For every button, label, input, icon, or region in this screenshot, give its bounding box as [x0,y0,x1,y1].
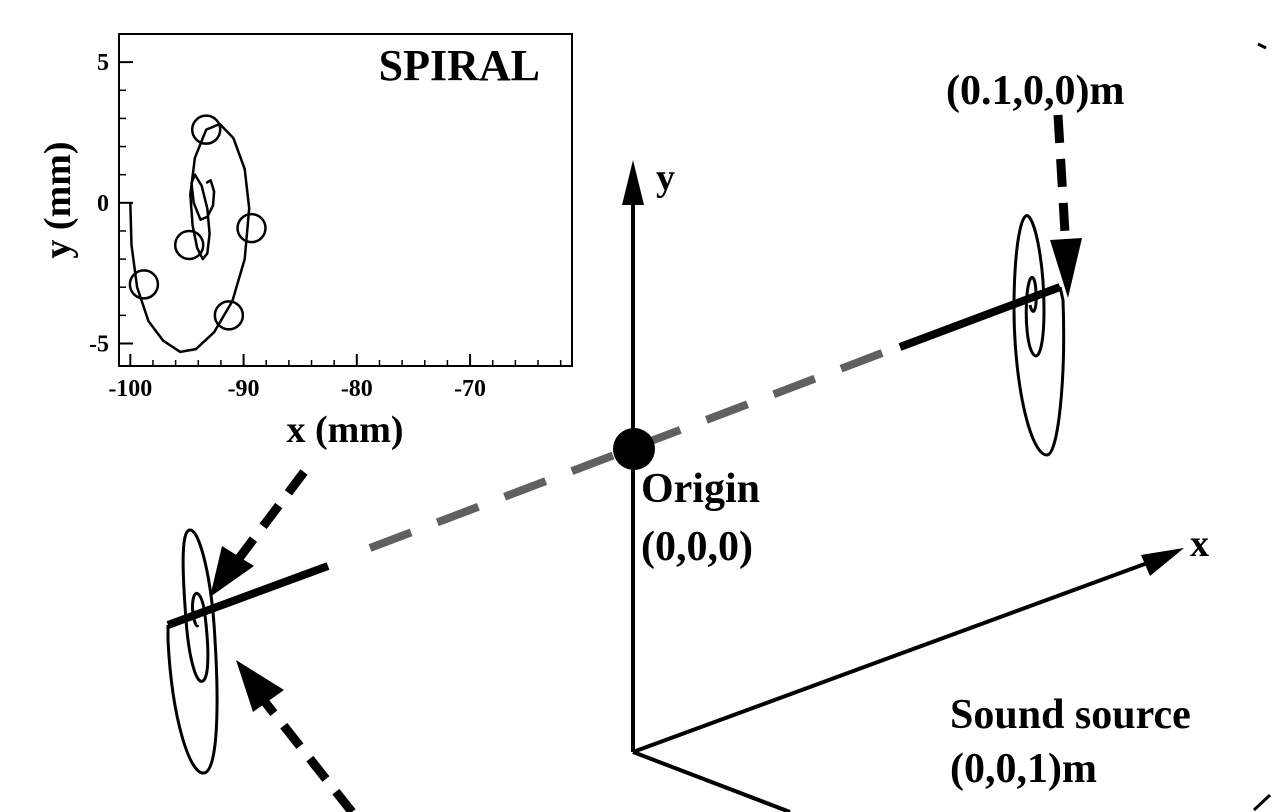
left-spiral-curve [166,528,219,775]
origin-point [613,428,655,470]
inset-y-tick-label: -5 [89,331,109,357]
y-axis-arrowhead [622,160,644,205]
right-spiral-curve [1012,214,1066,457]
lower-arrowhead [236,660,284,712]
origin-coords: (0,0,0) [641,524,753,570]
right-spiral [898,214,1066,457]
spiral-inset-chart: SPIRAL x (mm) y (mm) -100 -90 -80 -70 5 0 -5 [37,33,573,451]
right-label-arrowhead [1050,238,1082,298]
inset-x-tick-label: -90 [228,376,260,402]
inset-y-tick-label: 0 [97,191,109,217]
spiral-marker-point [213,300,245,331]
inset-x-axis-label: x (mm) [286,409,403,451]
spiral-trajectory-line [129,122,251,354]
origin-label: Origin [641,466,760,512]
inset-marks [128,114,267,354]
axes-3d: y x [622,157,1209,812]
spiral-marker-point [236,212,267,244]
spiral-marker-point [128,269,160,300]
inset-x-tick-label: -70 [454,376,486,402]
x-axis-line [632,560,1151,754]
edge-mark-top [1257,42,1267,50]
y-axis-label: y [656,157,675,199]
spiral-marker-point [190,114,222,145]
edge-mark-bottom [1252,793,1272,812]
source-axis-dashed [368,343,900,552]
right-spiral-label: (0.1,0,0)m [946,68,1124,114]
sound-source-label: Sound source [950,692,1191,738]
inset-y-axis-label: y (mm) [37,141,79,258]
x-axis-label: x [1190,523,1209,565]
z-axis-line [632,750,791,812]
inset-y-tick-label: 5 [97,50,109,76]
inset-arrowhead [210,546,254,597]
right-rod [898,283,1062,351]
lower-arrow-shaft [261,699,356,812]
right-label-arrow-shaft [1053,114,1071,251]
sound-source-coords: (0,0,1)m [950,746,1097,792]
x-axis-arrowhead [1141,548,1184,576]
inset-x-tick-label: -100 [108,376,152,402]
inset-arrow-shaft [230,469,308,568]
inset-x-tick-label: -80 [341,376,373,402]
spiral-marker-point [173,229,205,261]
inset-title: SPIRAL [379,41,540,90]
left-spiral [166,528,330,775]
inset-ticks: -100 -90 -80 -70 5 0 -5 [89,50,562,402]
